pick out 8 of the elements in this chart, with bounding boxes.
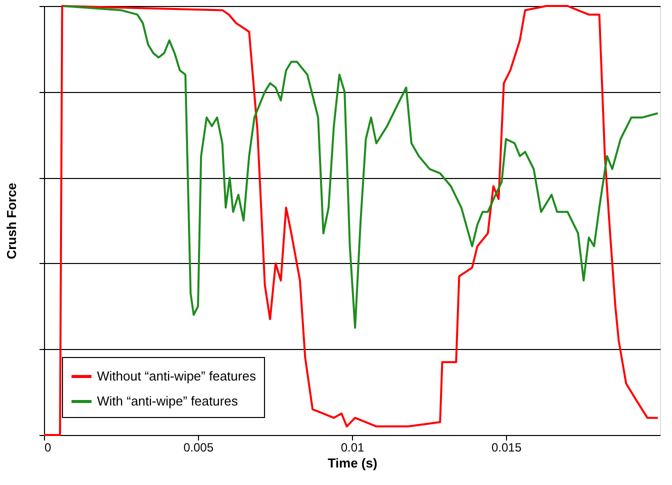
x-axis-title: Time (s) [328,456,378,470]
y-axis-title: Crush Force [4,182,19,260]
legend-label: Without “anti-wipe” features [97,368,256,384]
x-tick-label: 0 [44,440,52,454]
x-tick-label: 0.015 [491,440,522,454]
x-tick-label: 0.01 [340,440,364,454]
legend-label: With “anti-wipe” features [97,394,238,408]
x-tick-label: 0.005 [183,440,214,454]
